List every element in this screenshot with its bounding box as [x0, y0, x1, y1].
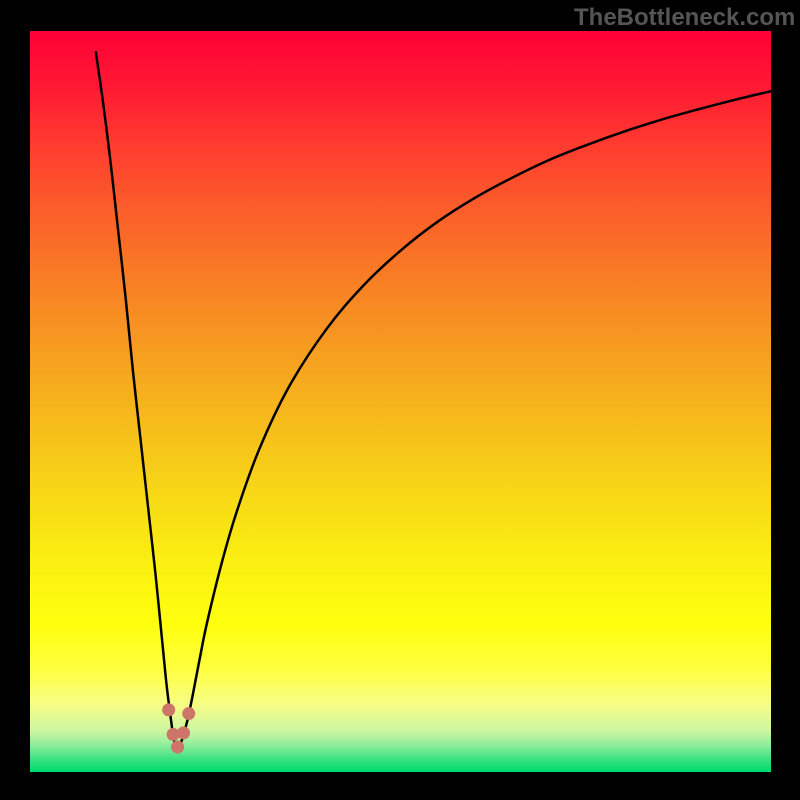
plot-area — [29, 30, 772, 773]
watermark-text: TheBottleneck.com — [574, 4, 795, 32]
chart-container: TheBottleneck.com — [0, 0, 800, 800]
